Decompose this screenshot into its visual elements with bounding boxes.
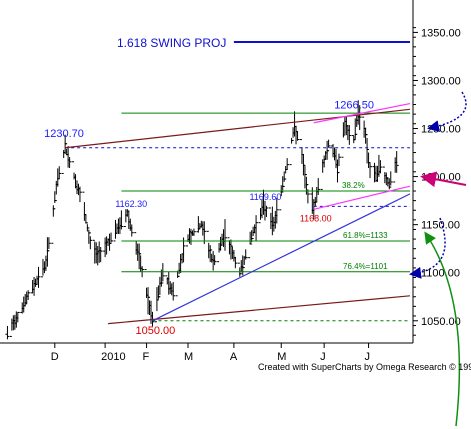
key-point-label: 1168.00 (300, 213, 332, 223)
trend-line-upper-resistance (65, 108, 411, 149)
x-tick-label: A (230, 351, 238, 363)
key-point-label: 1230.70 (44, 128, 84, 140)
retracement-label: 61.8%=1133 (343, 231, 388, 240)
x-tick-label: M (277, 351, 286, 363)
x-tick-label: F (143, 351, 150, 363)
price-bars (5, 100, 399, 340)
x-tick-label: J (320, 351, 326, 363)
arrow-blue-upper-icon (427, 91, 467, 133)
key-point-label: 1169.60 (249, 192, 281, 202)
arrow-green-icon (424, 231, 461, 427)
value-labels: 1230.70 1162.30 1050.00 1169.60 1168.00 1266.… (44, 100, 374, 337)
arrow-blue-lower-icon (409, 217, 446, 279)
y-tick-label: 1100.00 (421, 268, 460, 280)
x-tick-label: J (365, 351, 371, 363)
x-tick-label: D (51, 351, 59, 363)
retracement-label: 38.2% (342, 181, 365, 190)
annotation-arrows (409, 91, 467, 427)
trend-line-channel-top (313, 102, 411, 124)
arrow-purple-icon (420, 171, 467, 188)
key-point-label: 1162.30 (115, 199, 147, 209)
x-tick-label: 2010 (101, 351, 125, 363)
credit-text: Created with SuperCharts by Omega Resear… (258, 362, 471, 372)
y-tick-label: 1150.00 (421, 220, 460, 232)
key-point-label: 1050.00 (135, 325, 175, 337)
y-tick-label: 1350.00 (421, 27, 461, 39)
y-tick-label: 1300.00 (421, 75, 461, 87)
trend-line-channel-bottom (313, 185, 411, 210)
trend-line-uptrend (152, 193, 411, 322)
x-tick-label: M (184, 351, 193, 363)
retracement-label: 76.4%=1101 (343, 262, 388, 271)
y-tick-label: 1050.00 (421, 316, 461, 328)
trend-line-lower-support (108, 295, 411, 325)
key-point-label: 1266.50 (334, 100, 374, 112)
swing-projection-label: 1.618 SWING PROJ (117, 36, 226, 50)
horizontal-levels: 1.618 SWING PROJ 38.2% 61.8%=1133 76.4%=110… (65, 36, 410, 322)
x-axis: D 2010 F M A M J J (0, 342, 413, 363)
y-tick-label: 1250.00 (421, 124, 461, 136)
trend-lines (65, 102, 411, 325)
y-axis: 1050.001100.001150.001200.001250.001300.… (412, 0, 461, 343)
